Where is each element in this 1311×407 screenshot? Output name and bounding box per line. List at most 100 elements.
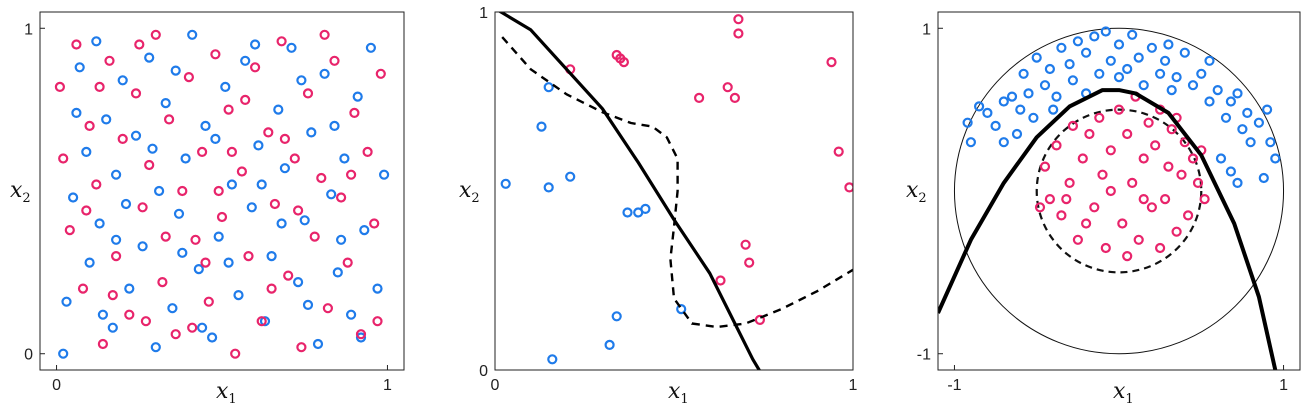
unit-circle — [953, 27, 1285, 355]
blue-point — [130, 130, 142, 141]
blue-point — [1204, 96, 1215, 107]
blue-point — [1100, 26, 1111, 37]
red-point — [130, 88, 142, 99]
red-point — [104, 55, 115, 66]
blue-point — [173, 208, 185, 219]
x-tick-label: 1 — [849, 377, 858, 394]
blue-point — [1154, 68, 1166, 79]
blue-point — [1080, 47, 1092, 58]
red-point — [1113, 104, 1125, 115]
red-point — [369, 218, 380, 229]
blue-point — [266, 251, 277, 262]
red-point — [137, 202, 148, 213]
blue-point — [226, 179, 237, 190]
blue-point — [1056, 42, 1067, 53]
blue-point — [197, 322, 208, 333]
blue-point — [1179, 47, 1190, 58]
red-point — [1122, 128, 1133, 140]
blue-point — [200, 120, 211, 132]
red-point — [160, 231, 171, 242]
plot-area — [54, 29, 390, 359]
red-point — [349, 107, 360, 119]
blue-point — [1196, 68, 1207, 79]
blue-point — [150, 342, 161, 353]
blue-point — [339, 153, 350, 164]
red-point — [230, 348, 241, 359]
red-point — [1080, 218, 1092, 229]
blue-point — [1265, 137, 1276, 148]
red-point — [316, 172, 327, 184]
blue-point — [120, 198, 132, 210]
y-tick-label: -1 — [917, 347, 931, 364]
blue-point — [990, 120, 1001, 132]
blue-point — [1133, 52, 1144, 63]
blue-point — [640, 203, 651, 214]
blue-point — [1028, 112, 1039, 123]
blue-point — [1245, 137, 1256, 148]
red-point — [744, 257, 755, 268]
x-tick-label: 0 — [52, 377, 61, 394]
blue-point — [299, 215, 310, 226]
red-point — [1072, 234, 1084, 245]
blue-point — [250, 39, 261, 50]
blue-point — [1113, 39, 1125, 50]
blue-point — [1232, 88, 1243, 99]
blue-point — [998, 137, 1009, 148]
red-point — [150, 29, 161, 40]
x-axis-label: x1 — [668, 379, 689, 407]
blue-point — [213, 231, 224, 242]
blue-point — [1044, 63, 1056, 75]
red-point — [1163, 161, 1174, 172]
blue-point — [1113, 71, 1125, 83]
red-point — [289, 153, 300, 164]
blue-point — [1159, 55, 1171, 66]
blue-point — [223, 257, 234, 268]
blue-point — [1015, 104, 1026, 115]
y-tick-label: 0 — [479, 363, 488, 380]
red-point — [1133, 234, 1144, 245]
red-point — [243, 251, 254, 262]
blue-point — [259, 316, 271, 327]
red-point — [223, 104, 234, 115]
blue-point — [1064, 58, 1075, 70]
red-point — [1138, 194, 1149, 205]
red-point — [164, 114, 175, 125]
red-point — [1067, 120, 1079, 132]
blue-point — [74, 62, 85, 73]
blue-point — [1171, 71, 1182, 83]
blue-point — [273, 104, 284, 115]
blue-point — [1163, 39, 1174, 50]
red-point — [1199, 194, 1210, 205]
blue-point — [110, 234, 122, 245]
red-point — [302, 88, 314, 99]
red-point — [1034, 202, 1046, 213]
blue-point — [965, 137, 977, 148]
blue-point — [107, 322, 118, 333]
red-point — [355, 329, 367, 340]
panel-middle: 0 1 0 1 x1 x2 — [459, 5, 858, 407]
red-point — [256, 316, 267, 327]
blue-point — [302, 299, 314, 310]
y-tick-label: 1 — [922, 21, 931, 38]
blue-point — [536, 121, 547, 132]
red-point — [1187, 153, 1199, 164]
red-point — [293, 205, 304, 216]
red-point — [319, 29, 330, 40]
blue-point — [547, 354, 558, 365]
blue-point — [84, 257, 95, 268]
blue-point — [276, 218, 287, 229]
blue-point — [177, 247, 188, 258]
red-point — [183, 71, 194, 83]
red-point — [187, 322, 198, 333]
red-point — [1182, 210, 1194, 221]
red-point — [97, 338, 109, 350]
x-axis-label: x1 — [1113, 379, 1134, 407]
red-point — [81, 205, 92, 216]
red-point — [833, 146, 844, 157]
red-point — [1176, 169, 1187, 180]
blue-point — [1122, 63, 1133, 75]
red-point — [1171, 226, 1182, 237]
blue-point — [332, 267, 343, 278]
red-point — [190, 234, 201, 245]
